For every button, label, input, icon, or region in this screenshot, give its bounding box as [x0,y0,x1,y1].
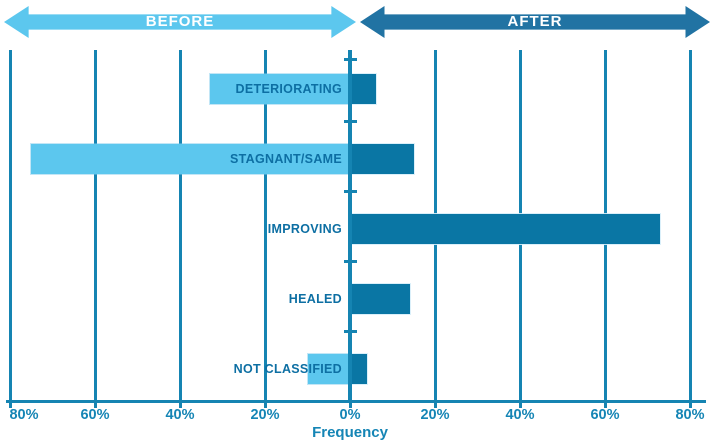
x-axis-title: Frequency [312,424,388,441]
plot-area: 80% 60% 40% 20% 0% 20% 40% 60% 80% DETERIORATING S… [6,50,706,423]
zero-axis-cross-tick [344,330,357,333]
gridline [9,50,12,400]
category-label: IMPROVING [267,222,342,236]
x-tick-label: 40% [165,407,195,423]
after-arrow: AFTER [360,6,710,38]
zero-axis-cross-tick [344,190,357,193]
x-axis-tick [94,402,97,408]
gridline [264,50,267,400]
x-tick-label: 20% [420,407,450,423]
zero-axis-cross-tick [344,260,357,263]
x-tick-label: 60% [80,407,110,423]
x-axis-tick [689,402,692,408]
bar-before-stagnant-same [31,144,350,174]
gridline [689,50,692,400]
x-tick-label: 80% [675,407,705,423]
before-arrow-label: BEFORE [145,13,215,30]
x-tick-label: 20% [250,407,280,423]
category-label: STAGNANT/SAME [230,152,342,166]
x-axis-tick [179,402,182,408]
bar-after-improving [350,214,661,244]
x-tick-label: 80% [9,407,39,423]
x-axis-tick [349,402,352,408]
x-axis-tick [519,402,522,408]
x-tick-label: 40% [505,407,535,423]
zero-axis-line [348,50,352,400]
x-axis-tick [9,402,12,408]
x-tick-label: 0% [339,407,361,423]
x-axis-line [6,400,706,403]
zero-axis-cross-tick [344,120,357,123]
category-label: NOT CLASSIFIED [233,362,342,376]
bar-after-stagnant-same [350,144,414,174]
bar-after-not-classified [350,354,367,384]
x-axis-tick [604,402,607,408]
x-axis-tick [434,402,437,408]
x-axis-tick [264,402,267,408]
after-arrow-label: AFTER [507,13,563,30]
category-label: HEALED [288,292,342,306]
gridline [94,50,97,400]
gridline [179,50,182,400]
bar-before-deteriorating [209,74,350,104]
category-label: DETERIORATING [235,82,342,96]
before-arrow: BEFORE [4,6,356,38]
zero-axis-cross-tick [344,58,357,61]
x-tick-label: 60% [590,407,620,423]
bar-after-deteriorating [350,74,376,104]
bar-before-not-classified [307,354,350,384]
bar-after-healed [350,284,410,314]
